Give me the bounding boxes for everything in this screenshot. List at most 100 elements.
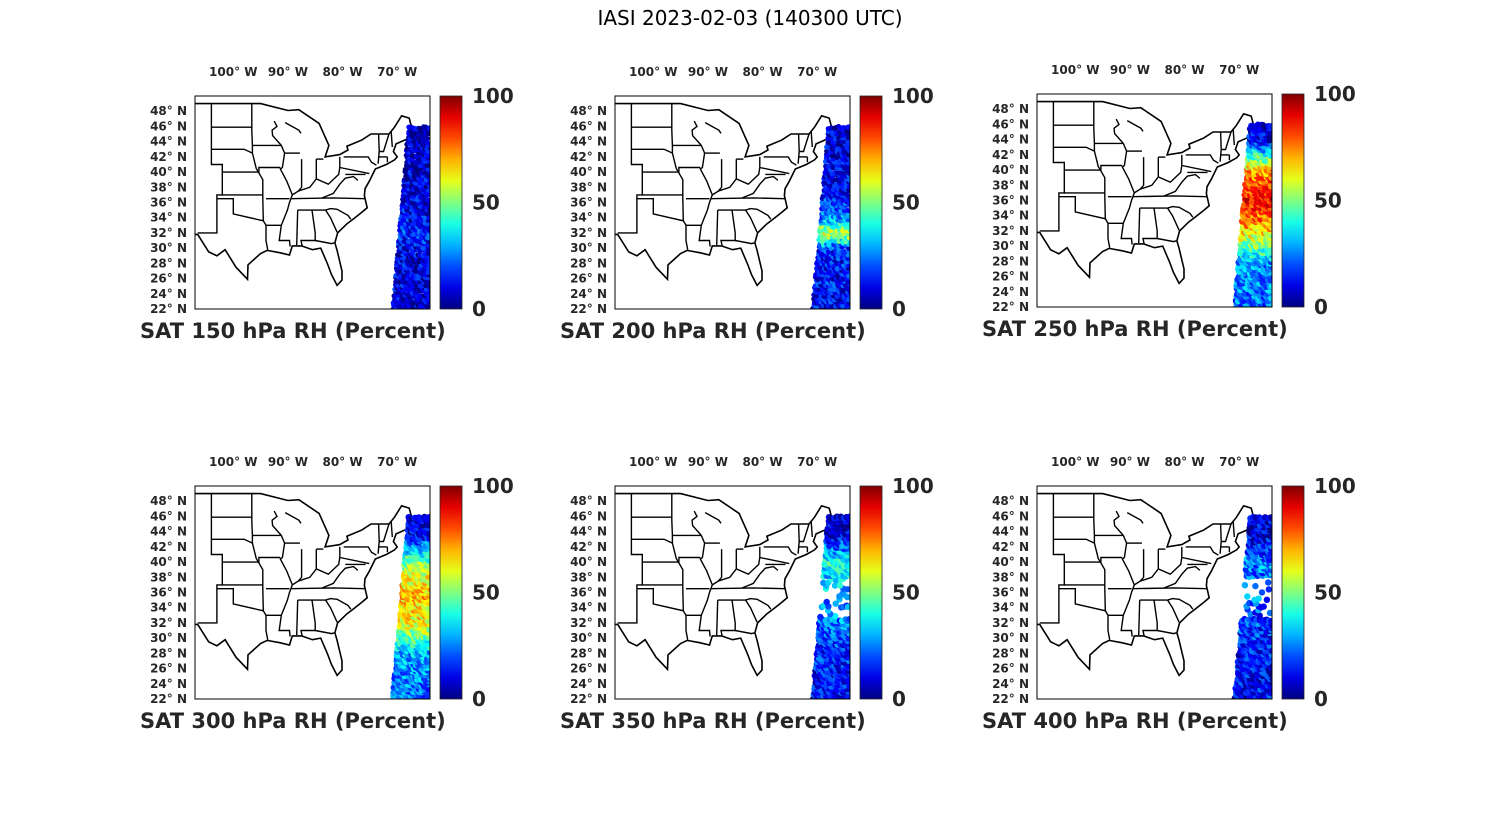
lat-tick-label: 48° N [150,104,187,118]
rh-point [426,293,430,299]
lat-tick-label: 22° N [992,692,1029,706]
lon-tick-label: 70° W [797,65,837,79]
map-frame [194,95,431,310]
rh-point [427,125,430,131]
rh-point [845,129,850,135]
lat-tick-label: 42° N [992,148,1029,162]
map-frame [1036,485,1273,700]
colorbar-tick-label: 0 [892,297,906,321]
rh-point [845,208,850,214]
lat-tick-label: 48° N [992,102,1029,116]
lat-tick-label: 36° N [150,196,187,210]
state-borders [197,493,393,640]
lat-tick-label: 32° N [992,616,1029,630]
map-svg: 100° W 90° W 80° W 70° W 48° N46° N 44° N42° … [150,65,514,321]
lat-tick-label: 30° N [570,241,607,255]
rh-point [846,235,850,241]
lat-tick-label: 22° N [570,302,607,316]
rh-point [1260,603,1267,610]
lat-tick-label: 46° N [570,119,607,133]
lat-tick-label: 32° N [570,226,607,240]
state-borders [1039,101,1235,248]
lat-tick-label: 38° N [570,570,607,584]
lat-tick-label: 48° N [150,494,187,508]
rh-point [845,279,850,285]
colorbar-tick-label: 100 [472,84,514,108]
colorbar-tick-label: 100 [1314,82,1356,106]
map-panel-300: 100° W 90° W 80° W 70° W 48° N 46° N 44° N 42° … [140,450,560,750]
rh-point [418,235,424,241]
lat-tick-label: 40° N [570,555,607,569]
colorbar-tick-label: 50 [1314,189,1342,213]
colorbar-tick-label: 0 [472,297,486,321]
rh-point [845,124,850,130]
rh-point [820,579,827,587]
lat-tick-label: 22° N [150,692,187,706]
colorbar-tick-label: 50 [1314,581,1342,605]
panel-title: SAT 250 hPa RH (Percent) [982,317,1288,341]
rh-point [817,613,824,621]
lat-tick-label: 32° N [992,224,1029,238]
map-panel-350: 100° W 90° W 80° W 70° W 48° N 46° N 44° N 42° … [560,450,980,750]
lat-tick-label: 26° N [150,662,187,676]
colorbar-tick-label: 100 [892,84,934,108]
lat-tick-label: 40° N [150,165,187,179]
lat-tick-label: 26° N [570,662,607,676]
lon-tick-label: 70° W [377,65,417,79]
lat-tick-label: 34° N [992,209,1029,223]
lat-tick-label: 44° N [570,525,607,539]
colorbar [859,485,883,700]
lat-tick-label: 32° N [150,616,187,630]
coastline [1037,100,1257,285]
lon-tick-label: 80° W [742,65,782,79]
lon-tick-label: 80° W [1164,455,1204,469]
lon-tick-label: 70° W [1219,455,1259,469]
rh-point [427,259,430,265]
lat-tick-label: 42° N [570,540,607,554]
colorbar-tick-label: 100 [892,474,934,498]
lon-tick-label: 80° W [742,455,782,469]
lat-tick-label: 28° N [992,646,1029,660]
rh-point [1255,595,1262,602]
lon-tick-label: 90° W [1110,63,1150,77]
coastline [615,492,835,677]
lat-tick-label: 32° N [150,226,187,240]
lat-tick-label: 38° N [150,180,187,194]
rh-point [1247,610,1254,618]
colorbar-tick-label: 0 [1314,295,1328,319]
lat-tick-label: 24° N [150,677,187,691]
lat-tick-label: 36° N [992,194,1029,208]
colorbar-tick-label: 100 [1314,474,1356,498]
rh-point [844,603,850,611]
lat-tick-label: 40° N [992,555,1029,569]
lat-tick-label: 34° N [570,601,607,615]
lon-tick-label: 80° W [322,455,362,469]
colorbar [439,95,463,310]
lat-tick-label: 36° N [570,196,607,210]
lat-tick-label: 30° N [150,631,187,645]
lat-tick-label: 44° N [570,135,607,149]
rh-point [840,125,846,131]
lat-tick-label: 22° N [992,300,1029,314]
lon-tick-label: 80° W [322,65,362,79]
colorbar [1281,93,1305,308]
colorbar-tick-label: 50 [892,191,920,215]
lon-tick-label: 90° W [268,65,308,79]
lat-tick-label: 38° N [992,570,1029,584]
lat-tick-label: 22° N [570,692,607,706]
rh-point [428,197,430,203]
rh-point [831,582,839,589]
lat-tick-label: 30° N [150,241,187,255]
lat-tick-label: 26° N [992,662,1029,676]
lat-tick-label: 36° N [570,586,607,600]
rh-point [847,177,850,183]
lat-tick-label: 24° N [992,285,1029,299]
lat-tick-label: 42° N [570,150,607,164]
satellite-swath [1232,121,1272,307]
map-svg: 100° W 90° W 80° W 70° W 48° N46° N 44° N42° … [992,455,1356,711]
lon-tick-label: 90° W [1110,455,1150,469]
coastline [195,102,415,287]
rh-point [846,616,850,623]
map-frame [194,485,431,700]
lat-tick-label: 40° N [150,555,187,569]
